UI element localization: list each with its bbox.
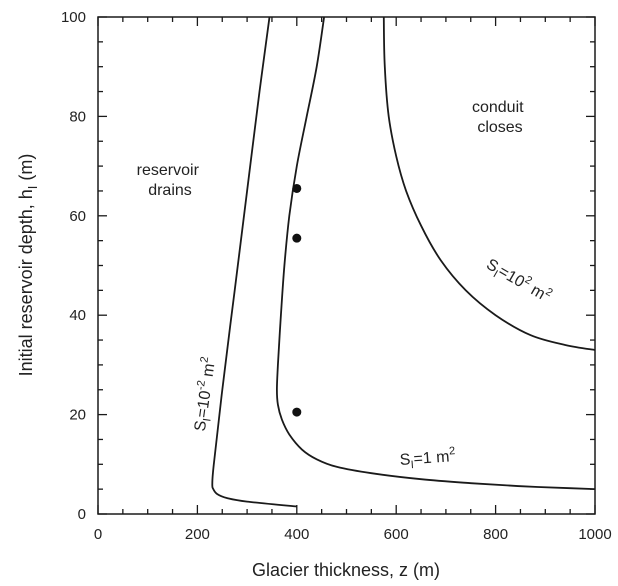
x-tick-label: 600 bbox=[384, 526, 409, 543]
annotation-reservoir-drains-line1: reservoir bbox=[137, 162, 200, 179]
annotation-conduit-closes-line1: conduit bbox=[472, 99, 524, 116]
series-label-s-1e-2-exp: -2 bbox=[195, 380, 208, 391]
series-label-s-1e-2-sub: I bbox=[201, 418, 213, 423]
x-tick-label: 400 bbox=[284, 526, 309, 543]
y-tick-label: 80 bbox=[69, 108, 86, 125]
plot-area bbox=[97, 16, 596, 515]
annotation-conduit-closes: conduit closes bbox=[472, 99, 528, 136]
series-label-s-1e2-sub: I bbox=[491, 268, 500, 280]
x-ticks: 0 200 400 600 800 1000 bbox=[94, 17, 612, 543]
series-line-0 bbox=[211, 16, 297, 508]
y-axis-title: Initial reservoir depth, hI (m) bbox=[16, 154, 40, 377]
series-label-s-1e2-unit-exp: 2 bbox=[543, 286, 554, 299]
data-point bbox=[292, 183, 302, 193]
data-point bbox=[292, 233, 302, 243]
x-tick-label: 1000 bbox=[578, 526, 611, 543]
series-label-s-1e-2: SI=10-2 m2 bbox=[189, 356, 222, 433]
annotation-conduit-closes-line2: closes bbox=[477, 119, 522, 136]
y-tick-label: 20 bbox=[69, 407, 86, 424]
series-label-s-1-eq: =1 bbox=[413, 450, 432, 468]
series-label-s-1-base: S bbox=[399, 451, 411, 469]
series-label-s-1e-2-unit-exp: 2 bbox=[198, 356, 211, 364]
series-line-2 bbox=[382, 16, 596, 351]
x-axis-title: Glacier thickness, z (m) bbox=[252, 560, 440, 580]
x-tick-label: 800 bbox=[483, 526, 508, 543]
x-tick-label: 0 bbox=[94, 526, 102, 543]
y-axis-title-unit: (m) bbox=[16, 154, 36, 186]
y-tick-label: 0 bbox=[78, 506, 86, 523]
series-label-s-1e2: SI=102 m2 bbox=[482, 253, 555, 308]
y-ticks: 0 20 40 60 80 100 bbox=[61, 9, 595, 523]
y-axis-title-main: Initial reservoir depth, h bbox=[16, 189, 36, 376]
series-label-s-1-sub: I bbox=[410, 459, 414, 471]
y-tick-label: 100 bbox=[61, 9, 86, 26]
annotation-reservoir-drains-line2: drains bbox=[148, 182, 192, 199]
y-tick-label: 60 bbox=[69, 208, 86, 225]
annotation-reservoir-drains: reservoir drains bbox=[137, 162, 204, 199]
series-label-s-1e-2-eq: =10 bbox=[194, 390, 215, 419]
data-points bbox=[292, 183, 302, 417]
y-axis-title-subscript: I bbox=[25, 186, 40, 190]
series-label-s-1: SI=1 m2 bbox=[399, 445, 456, 472]
series-label-s-1-unit-exp: 2 bbox=[449, 445, 456, 457]
data-point bbox=[292, 407, 302, 417]
series-label-s-1e2-eq: =10 bbox=[495, 263, 527, 291]
series-label-s-1e-2-unit: m bbox=[199, 362, 218, 382]
series-label-s-1e-2-base: S bbox=[192, 420, 210, 433]
series-label-s-1e2-unit: m bbox=[524, 280, 548, 304]
series-line-1 bbox=[275, 16, 596, 490]
series-label-s-1-unit: m bbox=[431, 449, 450, 467]
y-tick-label: 40 bbox=[69, 307, 86, 324]
x-tick-label: 200 bbox=[185, 526, 210, 543]
curves bbox=[211, 16, 596, 508]
series-label-s-1e2-exp: 2 bbox=[523, 274, 534, 287]
